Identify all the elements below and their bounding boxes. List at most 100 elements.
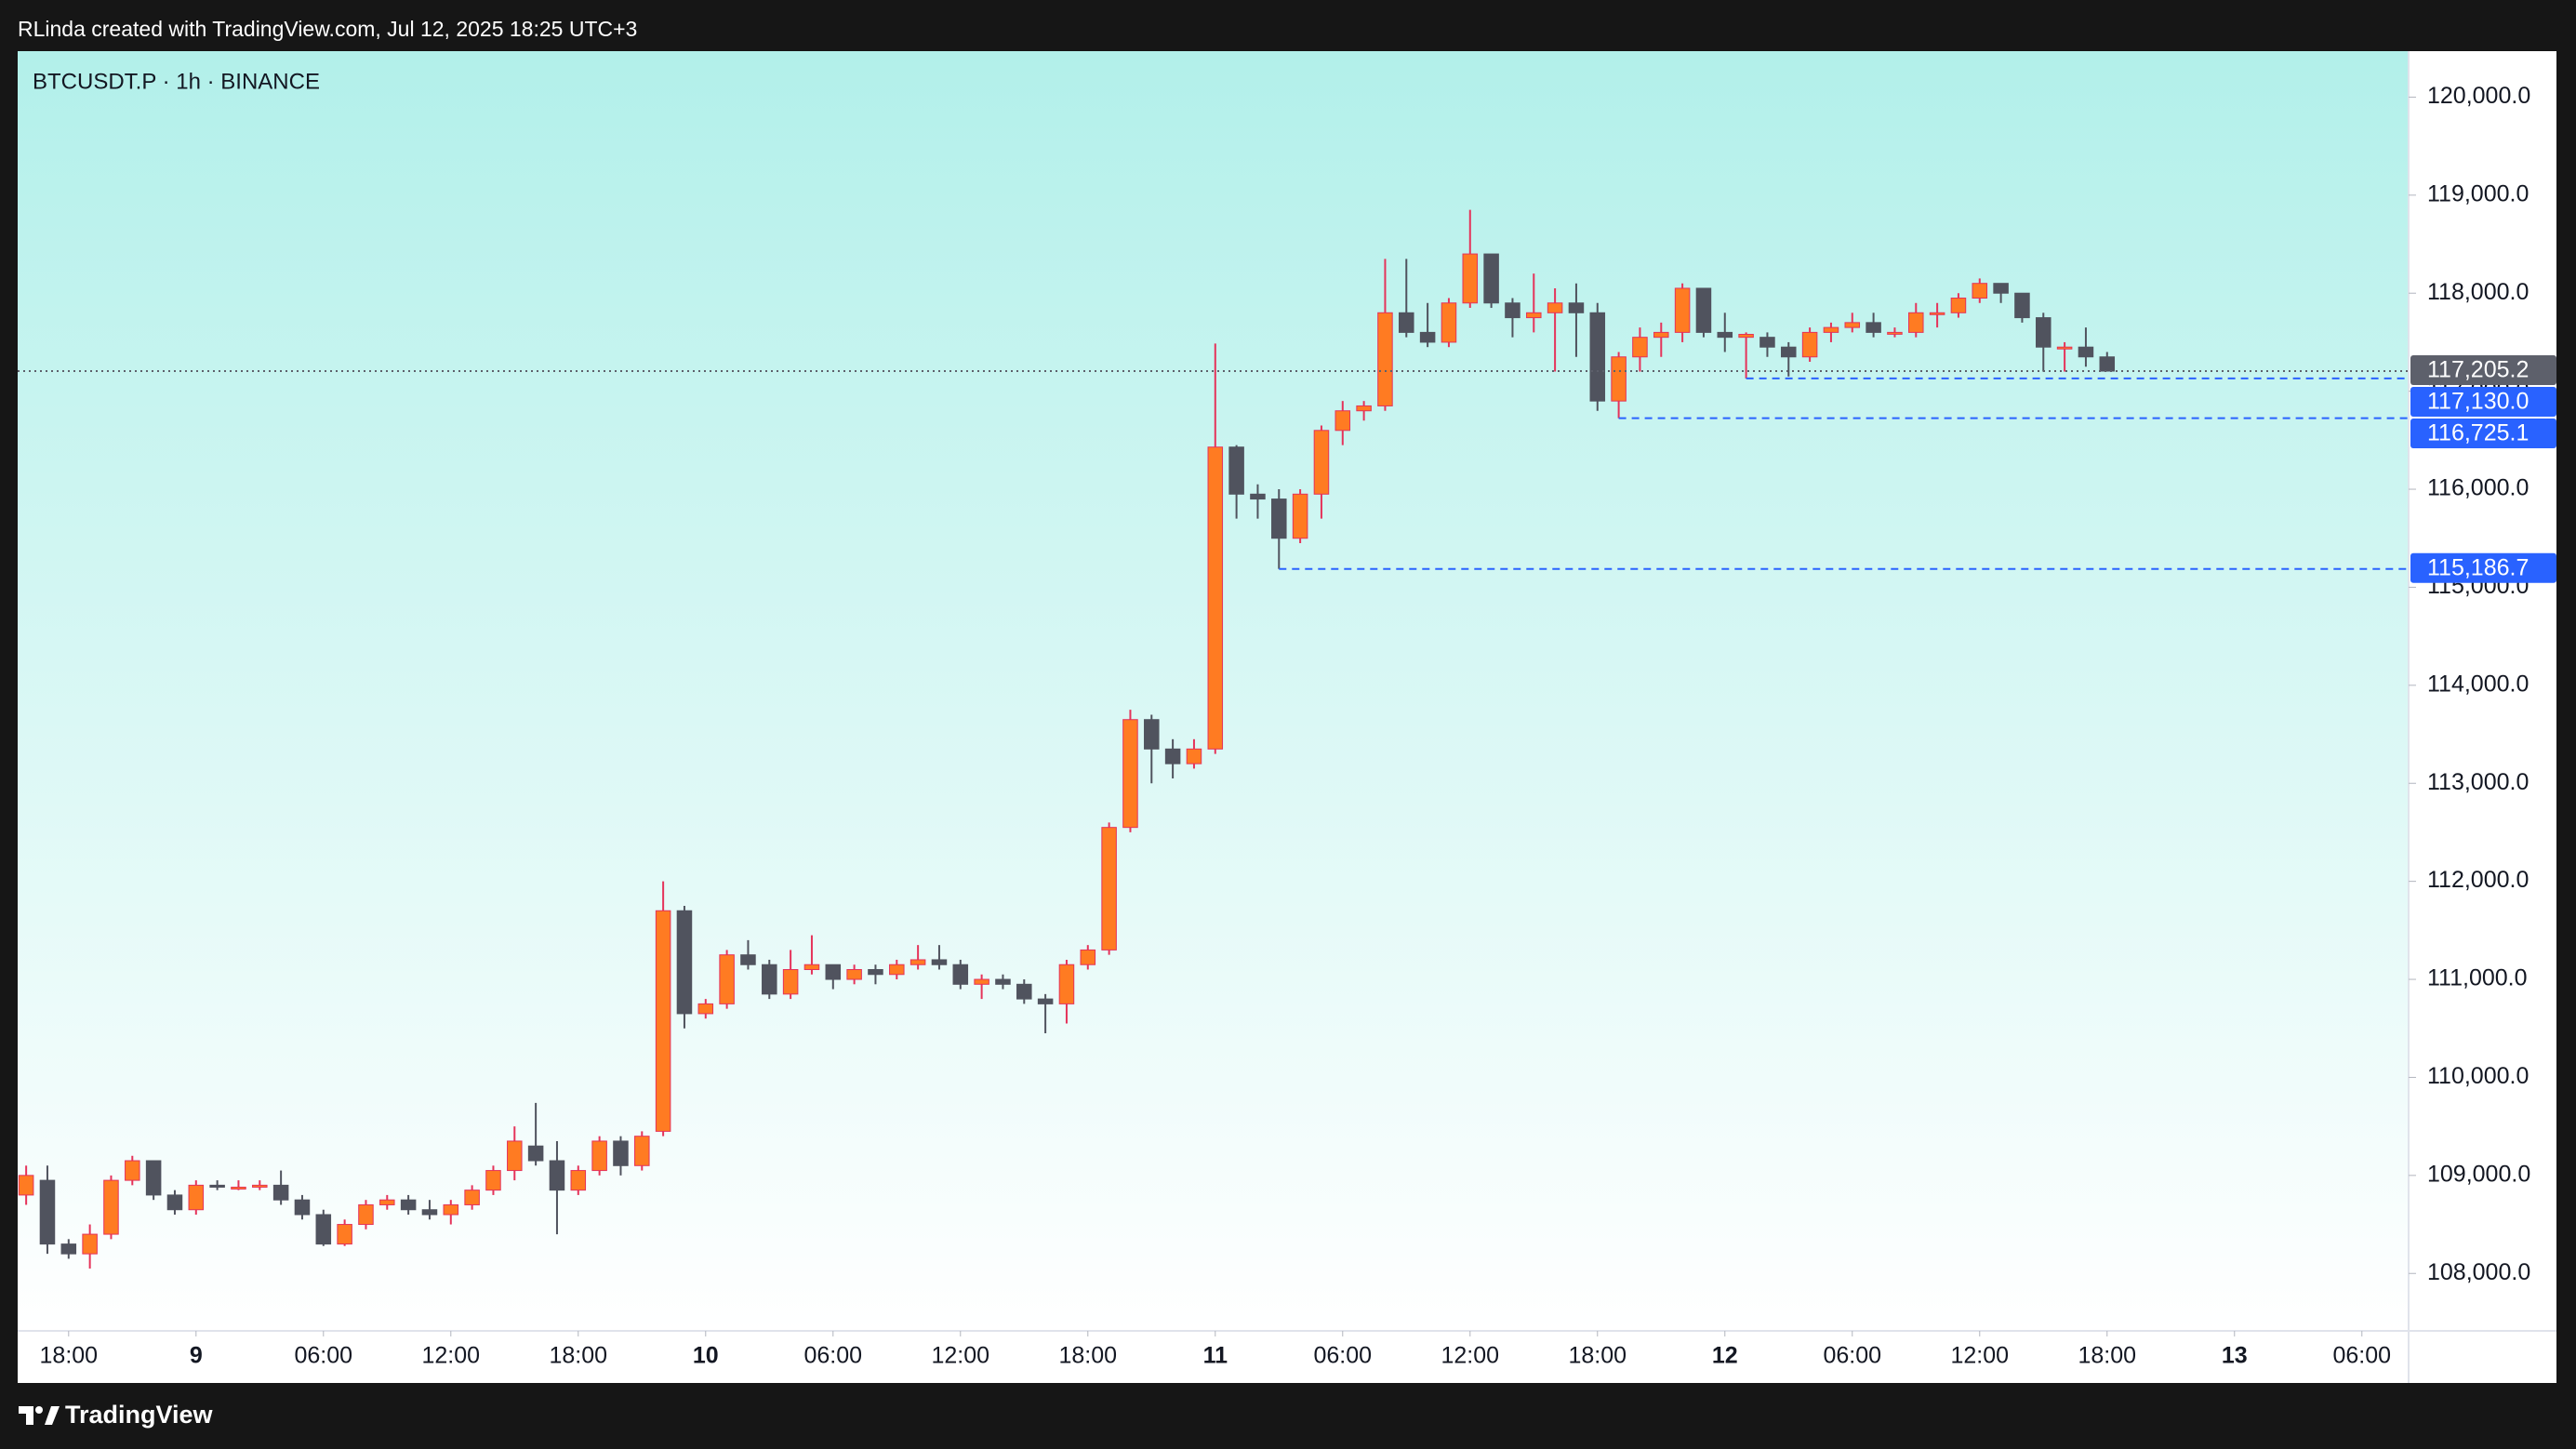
price-tag-label: 115,186.7 [2427, 554, 2529, 580]
candle-body [846, 968, 862, 980]
candle-body [1759, 337, 1775, 348]
candle-body [1781, 346, 1797, 358]
candle-body [252, 1184, 268, 1188]
y-tick-label: 114,000.0 [2427, 671, 2529, 697]
candle-body [1164, 748, 1181, 764]
candle-body [294, 1199, 311, 1216]
candle-body [188, 1184, 205, 1211]
candle-body [60, 1243, 77, 1255]
candle-body [1632, 337, 1648, 358]
candle-body [443, 1203, 459, 1216]
logo [19, 1406, 60, 1425]
candle-body [655, 910, 671, 1132]
candle-body [1419, 331, 1436, 343]
x-tick-label: 11 [1203, 1343, 1228, 1369]
candle-body [1462, 253, 1479, 304]
candle-body [910, 959, 926, 965]
candle-body [549, 1160, 565, 1191]
price-tag [2410, 355, 2556, 386]
candle-body [1653, 331, 1669, 339]
candle-body [995, 978, 1011, 985]
candle-body [1717, 331, 1733, 339]
candle-body [1228, 446, 1244, 495]
candle-body [1801, 331, 1818, 358]
price-tag-label: 116,725.1 [2427, 420, 2529, 446]
candle-body [719, 954, 735, 1004]
y-tick-label: 113,000.0 [2427, 769, 2529, 795]
y-tick-label: 109,000.0 [2427, 1161, 2530, 1187]
candle-body [379, 1199, 395, 1205]
candle-body [400, 1199, 417, 1211]
candle-body [1016, 983, 1032, 1000]
x-tick-label: 06:00 [295, 1343, 353, 1369]
candle-body [1929, 312, 1945, 315]
x-tick-label: 18:00 [40, 1343, 99, 1369]
y-tick-label: 111,000.0 [2427, 965, 2528, 991]
candle-body [1441, 302, 1457, 343]
y-tick-label: 108,000.0 [2427, 1259, 2530, 1285]
candle-body [1950, 298, 1967, 313]
x-tick-label: 06:00 [1823, 1343, 1881, 1369]
candle-body [527, 1145, 544, 1162]
candle-body [1356, 405, 1372, 412]
candle-body [1611, 356, 1627, 402]
candle-body [2078, 346, 2094, 358]
candle-body [125, 1160, 140, 1181]
candle-body [464, 1190, 480, 1205]
candle-body [613, 1140, 629, 1166]
candle-body [209, 1184, 225, 1188]
candle-body [740, 954, 756, 965]
candle-body [1844, 322, 1861, 328]
candle-body [1080, 949, 1096, 965]
candle-body [1313, 430, 1330, 495]
candle-body [1122, 719, 1138, 829]
candle-body [2014, 292, 2030, 319]
candle-body [1399, 312, 1414, 333]
candle-body [145, 1160, 162, 1196]
candle-body [18, 1175, 34, 1196]
candle-body [1377, 312, 1393, 406]
x-tick-label: 13 [2222, 1343, 2248, 1369]
candle-body [1887, 331, 1903, 335]
candle-body [931, 959, 948, 965]
candle-body [570, 1170, 587, 1191]
candle-body [39, 1179, 56, 1245]
candle-body [1526, 312, 1542, 319]
candle-body [634, 1136, 650, 1166]
x-tick-label: 9 [190, 1343, 203, 1369]
chart-title: BTCUSDT.P · 1h · BINANCE [33, 69, 320, 94]
candle-body [315, 1214, 332, 1245]
candle-body [2056, 346, 2073, 350]
candle-body [825, 964, 842, 980]
candle-body [1505, 302, 1520, 319]
candle-body [485, 1170, 501, 1191]
candle-body [1547, 302, 1563, 313]
candle-body [974, 978, 989, 985]
candle-body [1483, 253, 1499, 304]
candle-body [1101, 827, 1117, 950]
y-tick-label: 118,000.0 [2427, 279, 2529, 305]
x-tick-label: 06:00 [2332, 1343, 2391, 1369]
candle-body [2036, 317, 2052, 348]
candle-body [231, 1186, 246, 1190]
candle-body [1823, 326, 1839, 333]
candle-body [1738, 334, 1754, 339]
candle-body [1568, 302, 1585, 313]
candle-body [507, 1140, 523, 1172]
y-tick-label: 119,000.0 [2427, 180, 2529, 206]
candle-body [952, 964, 969, 985]
candle-body [337, 1224, 352, 1245]
x-tick-label: 06:00 [804, 1343, 863, 1369]
candle-body [868, 968, 883, 976]
x-tick-label: 10 [693, 1343, 719, 1369]
candle-body [1144, 719, 1160, 750]
x-tick-label: 06:00 [1314, 1343, 1373, 1369]
y-tick-label: 120,000.0 [2427, 83, 2530, 109]
credit: RLinda created with TradingView.com, Jul… [18, 17, 637, 41]
x-tick-label: 12 [1712, 1343, 1738, 1369]
price-tag-label: 117,205.2 [2427, 357, 2529, 383]
candle-body [421, 1209, 438, 1216]
candle-body [1674, 287, 1691, 333]
candle-body [1334, 410, 1351, 432]
